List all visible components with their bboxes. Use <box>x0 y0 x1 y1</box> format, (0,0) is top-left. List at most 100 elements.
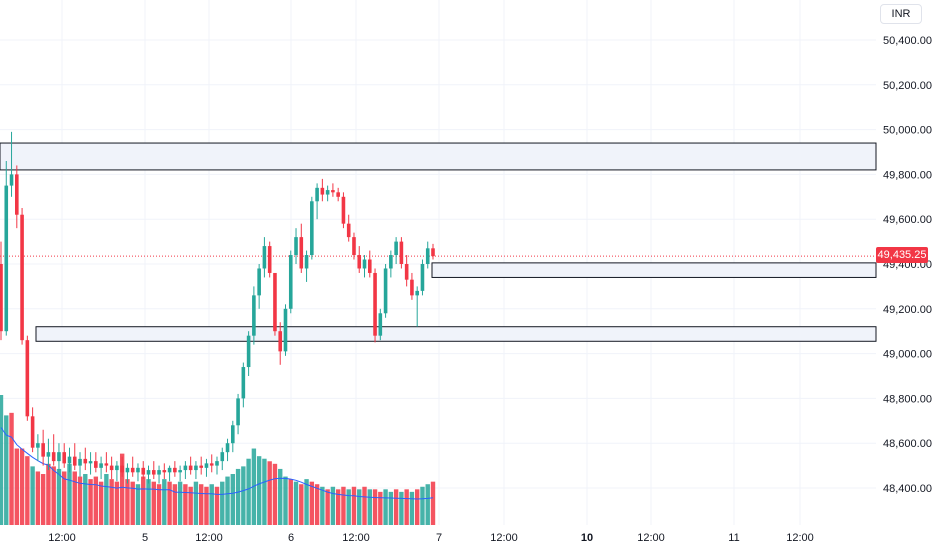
candle-body <box>415 290 419 296</box>
volume-bar <box>304 479 309 525</box>
candle-body <box>88 461 93 464</box>
volume-bar <box>425 484 430 525</box>
candle-body <box>141 467 146 475</box>
candle-body <box>46 452 51 457</box>
candle-body <box>41 443 45 457</box>
time-tick-label: 12:00 <box>637 532 665 544</box>
volume-bar <box>167 481 172 525</box>
candle-body <box>399 241 404 264</box>
price-tick-label: 48,400.00 <box>883 483 932 495</box>
candle-body <box>83 458 88 464</box>
time-tick-label: 12:00 <box>195 532 223 544</box>
candle-body <box>15 174 19 215</box>
candle-body <box>420 264 425 291</box>
candle-body <box>130 467 135 473</box>
candle-body <box>188 465 193 471</box>
volume-bar <box>288 479 293 525</box>
candle-body <box>294 237 298 256</box>
volume-bar <box>14 448 20 525</box>
volume-bar <box>72 471 77 525</box>
volume-bar <box>378 491 383 525</box>
candle-body <box>209 463 214 466</box>
candle-body <box>315 187 319 202</box>
volume-bar <box>283 476 288 525</box>
volume-bar <box>67 463 72 525</box>
candle-body <box>278 331 283 352</box>
volume-bars <box>0 395 436 525</box>
price-zone <box>35 326 877 342</box>
candle-body <box>162 470 167 473</box>
candle-body <box>383 268 388 314</box>
volume-bar <box>320 486 325 525</box>
candle-body <box>78 458 82 466</box>
volume-bar <box>204 486 209 525</box>
candle-body <box>115 465 119 471</box>
candle-body <box>404 264 409 280</box>
volume-bar <box>214 486 220 525</box>
volume-bar <box>430 481 436 525</box>
volume-bar <box>0 395 4 525</box>
volume-bar <box>241 466 246 525</box>
price-zone <box>431 262 877 278</box>
volume-bar <box>357 489 362 525</box>
candle-body <box>241 367 246 399</box>
volume-ma-path <box>0 427 434 500</box>
price-zone <box>0 142 877 171</box>
volume-bar <box>77 476 83 525</box>
time-tick-label: 12:00 <box>342 532 370 544</box>
candle-body <box>252 295 256 336</box>
time-axis[interactable]: 12:00 5 12:00 6 12:00 7 12:00 10 12:00 11 12:00 <box>48 532 814 544</box>
volume-bar <box>46 463 51 525</box>
volume-bar <box>246 458 251 525</box>
candle-body <box>62 452 67 464</box>
price-tick-label: 49,200.00 <box>883 304 932 316</box>
volume-ma-line <box>0 427 434 500</box>
volume-bar <box>51 466 56 525</box>
price-tick-label: 49,800.00 <box>883 169 932 181</box>
time-tick-label: 10 <box>581 532 593 544</box>
volume-bar <box>93 476 99 525</box>
candle-body <box>257 268 261 296</box>
candle-body <box>341 196 346 224</box>
volume-bar <box>119 453 125 525</box>
candle-body <box>215 461 219 466</box>
candle-body <box>194 465 198 471</box>
candle-body <box>99 463 103 468</box>
currency-button[interactable]: INR <box>880 4 922 24</box>
price-tick-label: 48,600.00 <box>883 438 932 450</box>
volume-bar <box>309 481 315 525</box>
volume-bar <box>372 489 378 525</box>
volume-bar <box>30 466 35 525</box>
time-tick-label: 12:00 <box>48 532 76 544</box>
candle-body <box>299 237 304 269</box>
volume-bar <box>83 474 88 525</box>
volume-bar <box>188 486 193 525</box>
candle-body <box>167 467 172 473</box>
volume-bar <box>383 489 388 525</box>
time-tick-label: 5 <box>142 532 148 544</box>
volume-bar <box>25 456 30 525</box>
volume-bar <box>225 476 230 525</box>
candle-body <box>267 246 272 273</box>
volume-bar <box>146 479 151 525</box>
candle-body <box>220 452 225 462</box>
volume-bar <box>125 479 130 525</box>
candle-body <box>94 461 98 468</box>
price-axis[interactable]: 50,400.00 50,200.00 50,000.00 49,800.00 49,6… <box>883 35 932 495</box>
candle-body <box>173 467 177 473</box>
price-tick-label: 50,200.00 <box>883 80 932 92</box>
candle-body <box>178 470 182 473</box>
candle-body <box>20 214 24 341</box>
candle-body <box>225 443 230 453</box>
volume-bar <box>135 484 141 525</box>
volume-bar <box>209 484 214 525</box>
candle-body <box>273 272 277 332</box>
candle-body <box>57 452 61 462</box>
candle-body <box>331 190 335 193</box>
candle-body <box>352 237 356 256</box>
volume-bar <box>172 484 178 525</box>
time-tick-label: 12:00 <box>490 532 518 544</box>
volume-bar <box>420 486 425 525</box>
volume-bar <box>362 486 367 525</box>
